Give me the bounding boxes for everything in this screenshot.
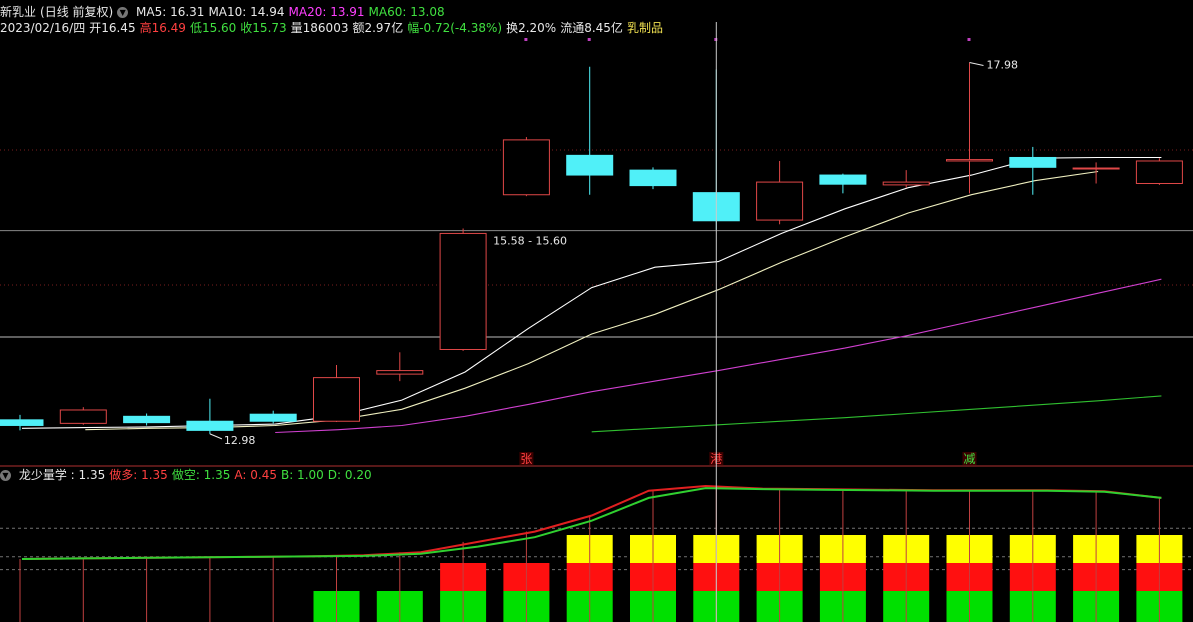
candle-body bbox=[882, 181, 930, 186]
candle bbox=[819, 173, 867, 194]
candle-body bbox=[186, 420, 234, 431]
candle bbox=[502, 137, 550, 197]
candle-body bbox=[946, 159, 993, 162]
candle-body bbox=[249, 413, 297, 422]
candle-body bbox=[1135, 160, 1183, 184]
candle bbox=[882, 170, 930, 188]
candle bbox=[313, 364, 360, 422]
ma-value: MA5: 16.31 bbox=[136, 5, 205, 19]
candle-body bbox=[0, 419, 44, 426]
ma20-line bbox=[275, 278, 1162, 434]
ma60-line bbox=[591, 395, 1162, 433]
ma-legend: MA5: 16.31 MA10: 14.94 MA20: 13.91 MA60: 13… bbox=[136, 5, 449, 19]
candle bbox=[756, 160, 804, 225]
candle-body bbox=[629, 169, 677, 187]
candle bbox=[1009, 146, 1057, 195]
quote-field: 额2.97亿 bbox=[352, 21, 404, 35]
candle-body bbox=[1009, 156, 1057, 168]
ma-value: MA60: 13.08 bbox=[368, 5, 445, 19]
indicator-legend: 龙少量学 : 1.35 做多: 1.35 做空: 1.35 A: 0.45 B: 1.0… bbox=[19, 468, 376, 482]
period-label: (日线 前复权) bbox=[40, 5, 114, 19]
signal-dot bbox=[587, 38, 591, 41]
candle-body bbox=[313, 377, 360, 422]
candle bbox=[1135, 158, 1183, 185]
marker-bg bbox=[962, 452, 977, 465]
price-labels: 15.58 - 15.6017.9812.98张港减 bbox=[209, 38, 1019, 466]
ma-value: MA10: 14.94 bbox=[208, 5, 285, 19]
indicator-value: 做多: 1.35 bbox=[109, 468, 168, 482]
event-marker: 张 bbox=[520, 452, 532, 466]
candle bbox=[123, 413, 171, 426]
candle-body bbox=[819, 174, 867, 185]
low-price-label: 12.98 bbox=[224, 434, 256, 447]
candle bbox=[946, 62, 993, 194]
ma10-line bbox=[85, 170, 1099, 431]
candle bbox=[566, 66, 614, 195]
indicator-value: 做空: 1.35 bbox=[171, 468, 231, 482]
quote-field: 流通8.45亿 bbox=[560, 21, 623, 35]
quote-field: 幅-0.72(-4.38%) bbox=[407, 21, 503, 35]
quote-field: 收15.73 bbox=[240, 21, 287, 35]
candle bbox=[186, 398, 234, 434]
quote-field: 高16.49 bbox=[139, 21, 186, 35]
indicator-value: B: 1.00 bbox=[280, 468, 324, 482]
stock-name: 新乳业 bbox=[0, 5, 37, 19]
quote-field: 乳制品 bbox=[626, 21, 663, 35]
quote-field: 2023/02/16/四 bbox=[0, 21, 86, 35]
low-pointer bbox=[209, 433, 223, 440]
candle bbox=[249, 410, 297, 424]
event-marker: 减 bbox=[964, 452, 976, 466]
quote-info: 2023/02/16/四 开16.45 高16.49 低15.60 收15.73 量186… bbox=[0, 21, 667, 35]
candle-body bbox=[1072, 167, 1120, 170]
grid-lines bbox=[0, 149, 1193, 467]
indicator-header: ▼ 龙少量学 : 1.35 做多: 1.35 做空: 1.35 A: 0.45 B: 1… bbox=[0, 468, 380, 482]
candle bbox=[0, 414, 44, 431]
candle-body bbox=[566, 154, 614, 176]
quote-field: 低15.60 bbox=[189, 21, 237, 35]
candle bbox=[376, 352, 424, 382]
signal-dot bbox=[967, 38, 971, 41]
ma-value: MA20: 13.91 bbox=[288, 5, 365, 19]
candle bbox=[629, 167, 677, 190]
candle bbox=[439, 228, 487, 351]
ma5-line bbox=[21, 156, 1162, 429]
candle-body bbox=[123, 415, 171, 424]
candle-body bbox=[439, 232, 487, 350]
candle bbox=[59, 407, 107, 425]
indicator-panel bbox=[0, 484, 1193, 622]
candle-body bbox=[756, 181, 804, 221]
high-pointer bbox=[969, 62, 984, 66]
chevron-down-icon[interactable]: ▼ bbox=[0, 470, 11, 481]
quote-field: 量186003 bbox=[290, 21, 349, 35]
high-price-label: 17.98 bbox=[987, 59, 1019, 72]
candle-body bbox=[59, 409, 107, 424]
chevron-down-icon[interactable]: ▼ bbox=[117, 7, 129, 18]
marker-bg bbox=[519, 452, 534, 465]
indicator-value: A: 0.45 bbox=[234, 468, 277, 482]
main-header: 新乳业 (日线 前复权) ▼ MA5: 16.31 MA10: 14.94 MA20: … bbox=[0, 5, 453, 19]
signal-dot bbox=[524, 38, 528, 41]
candle bbox=[1072, 162, 1120, 184]
crosshair-price-label: 15.58 - 15.60 bbox=[493, 235, 567, 248]
candle-body bbox=[376, 370, 424, 375]
candle-body bbox=[502, 139, 550, 196]
quote-field: 开16.45 bbox=[89, 21, 136, 35]
candlesticks[interactable] bbox=[0, 62, 1183, 434]
indicator-value: 龙少量学 : 1.35 bbox=[18, 468, 106, 482]
quote-field: 换2.20% bbox=[506, 21, 557, 35]
short-line bbox=[21, 487, 1162, 560]
indicator-value: D: 0.20 bbox=[327, 468, 372, 482]
moving-average-lines bbox=[21, 156, 1162, 434]
